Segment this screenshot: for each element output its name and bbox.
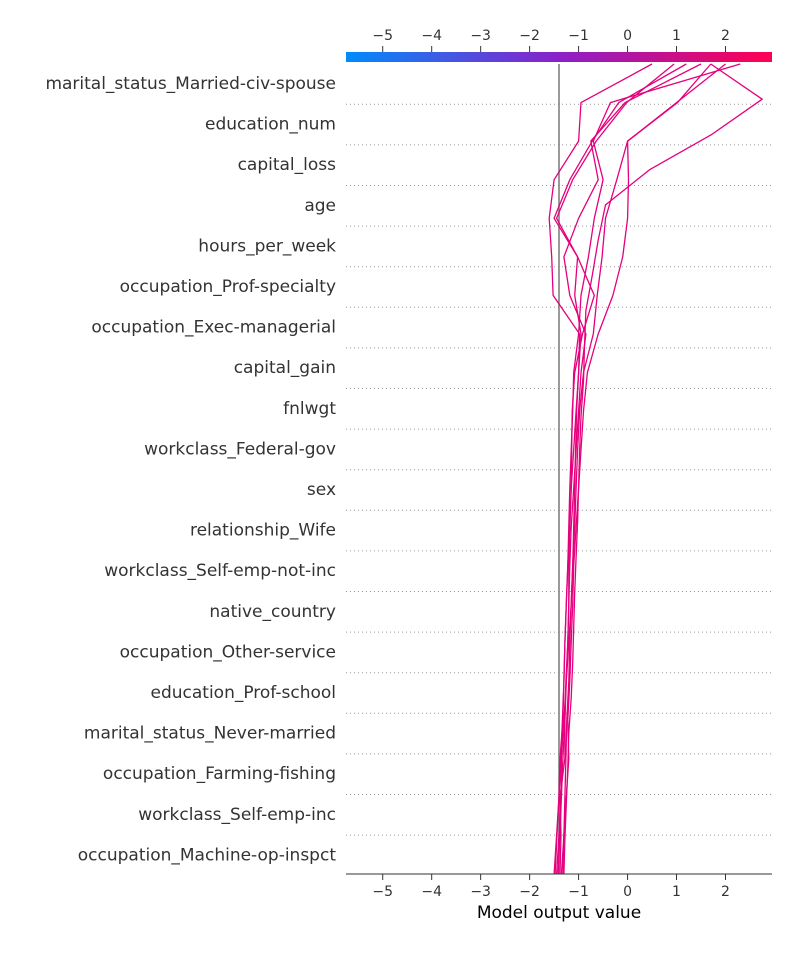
bottom-tick-label: −2 bbox=[519, 884, 540, 900]
feature-label: workclass_Self-emp-inc bbox=[138, 805, 336, 825]
feature-label: relationship_Wife bbox=[190, 521, 336, 541]
feature-label: hours_per_week bbox=[198, 236, 336, 256]
feature-label: occupation_Exec-managerial bbox=[91, 318, 336, 338]
bottom-tick-label: −4 bbox=[421, 884, 442, 900]
feature-label: age bbox=[304, 196, 336, 216]
colorbar bbox=[346, 52, 772, 62]
bottom-tick-label: −3 bbox=[470, 884, 491, 900]
bottom-tick-label: 2 bbox=[721, 884, 730, 900]
bottom-tick-label: 0 bbox=[623, 884, 632, 900]
top-tick-label: 1 bbox=[672, 28, 681, 44]
top-tick-label: −4 bbox=[421, 28, 442, 44]
feature-label: marital_status_Never-married bbox=[84, 724, 336, 744]
top-tick-label: 0 bbox=[623, 28, 632, 44]
bottom-axis-ticks: −5 −4 −3 −2 −1 0 1 2 bbox=[372, 874, 730, 900]
top-tick-label: −2 bbox=[519, 28, 540, 44]
top-tick-label: 2 bbox=[721, 28, 730, 44]
decision-line bbox=[554, 63, 741, 875]
decision-line bbox=[563, 63, 763, 875]
decision-line bbox=[548, 63, 653, 875]
feature-label: workclass_Federal-gov bbox=[144, 439, 336, 459]
feature-label: occupation_Prof-specialty bbox=[120, 277, 336, 297]
decision-line bbox=[555, 63, 712, 875]
feature-label: marital_status_Married-civ-spouse bbox=[45, 74, 336, 94]
feature-label: fnlwgt bbox=[283, 399, 336, 419]
feature-label: sex bbox=[307, 480, 336, 500]
feature-label: education_num bbox=[205, 115, 336, 135]
top-axis-ticks: −5 −4 −3 −2 −1 0 1 2 bbox=[372, 28, 730, 52]
top-tick-label: −1 bbox=[568, 28, 589, 44]
feature-label: capital_loss bbox=[238, 155, 337, 175]
bottom-tick-label: −5 bbox=[372, 884, 393, 900]
feature-label: occupation_Other-service bbox=[120, 642, 336, 662]
top-tick-label: −5 bbox=[372, 28, 393, 44]
feature-label: capital_gain bbox=[234, 358, 336, 378]
decision-lines bbox=[548, 63, 763, 875]
top-tick-label: −3 bbox=[470, 28, 491, 44]
feature-label: occupation_Machine-op-inspct bbox=[78, 845, 337, 865]
feature-label: education_Prof-school bbox=[150, 683, 336, 703]
feature-label: native_country bbox=[209, 602, 336, 622]
feature-labels: marital_status_Married-civ-spouseeducati… bbox=[45, 74, 336, 865]
x-axis-label: Model output value bbox=[477, 903, 641, 923]
decision-line bbox=[555, 63, 675, 875]
bottom-tick-label: 1 bbox=[672, 884, 681, 900]
feature-label: workclass_Self-emp-not-inc bbox=[104, 561, 336, 581]
bottom-tick-label: −1 bbox=[568, 884, 589, 900]
feature-label: occupation_Farming-fishing bbox=[103, 764, 336, 784]
